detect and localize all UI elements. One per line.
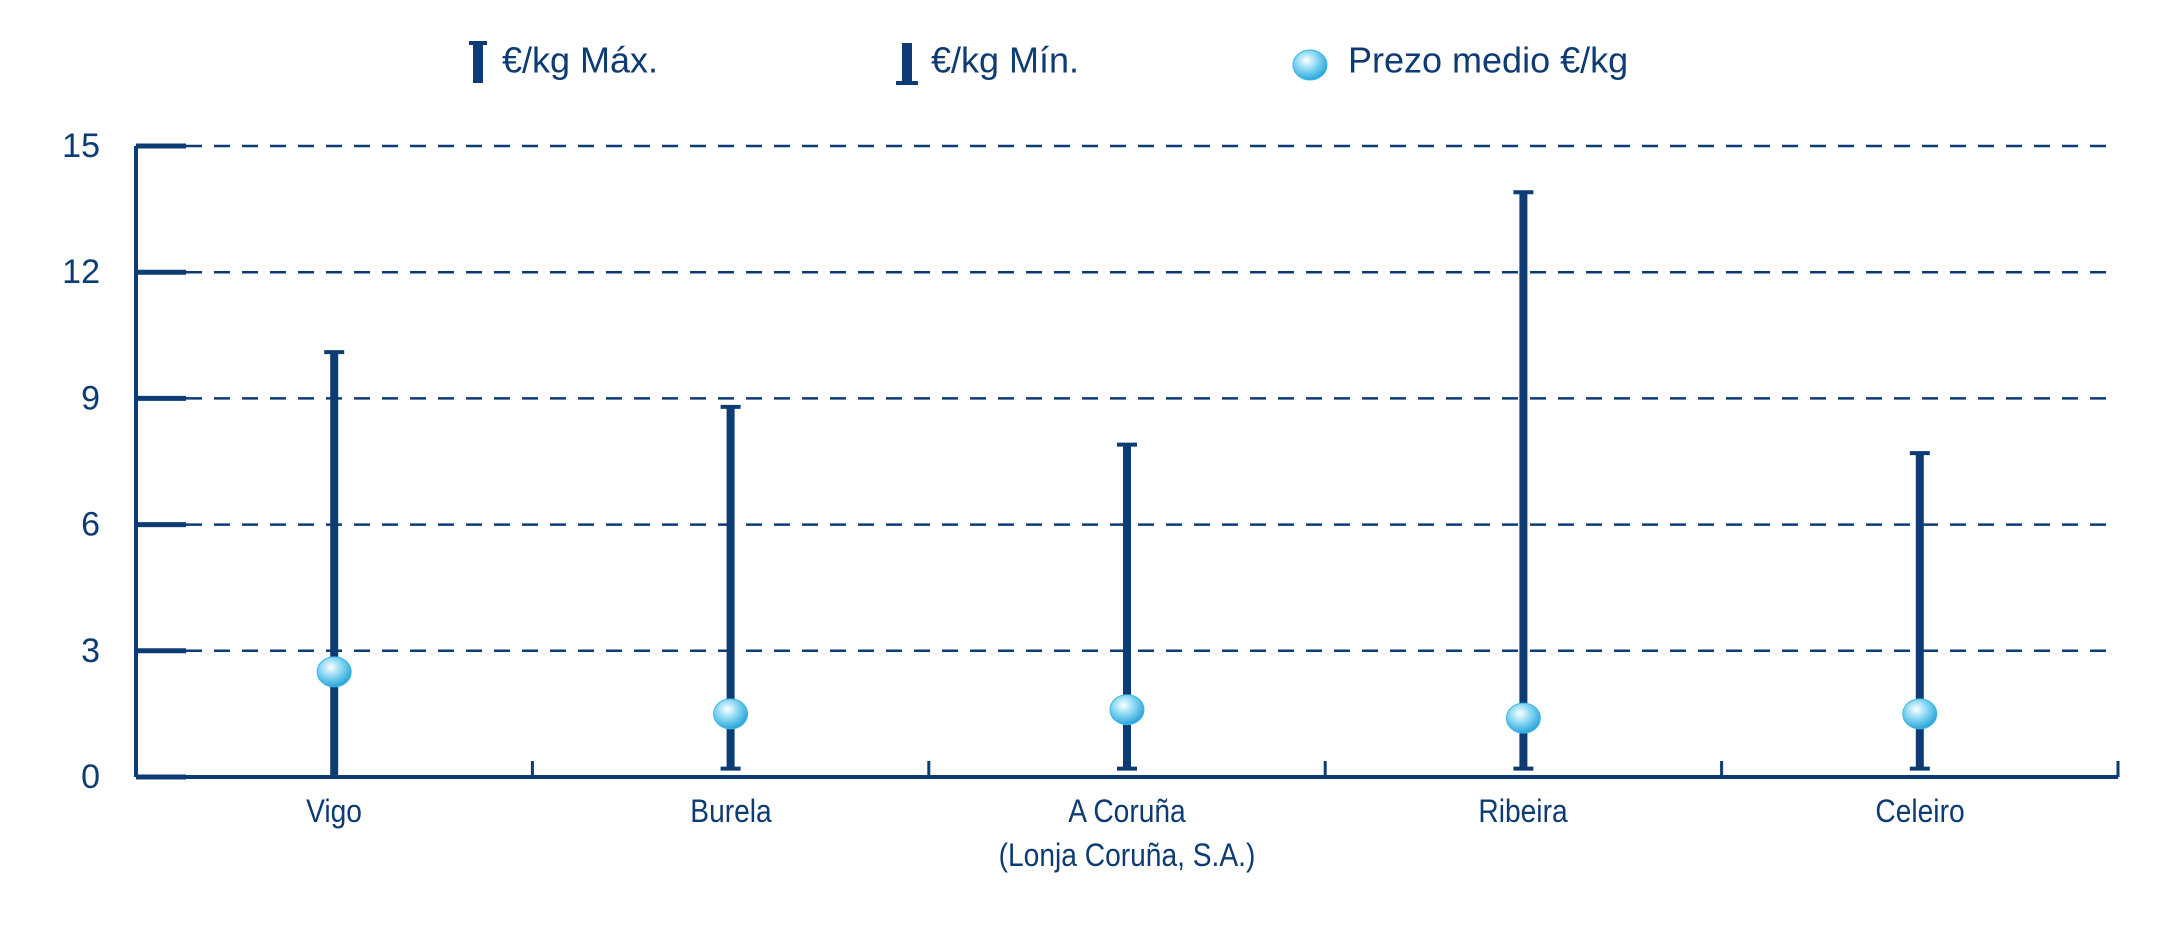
y-tick-label: 6 — [81, 506, 100, 544]
mean-marker — [316, 656, 352, 688]
x-tick-label: Vigo — [306, 793, 363, 829]
x-tick-label: A Coruña (Lonja Coruña, S.A.) — [998, 793, 1256, 873]
x-tick-label: Celeiro — [1875, 793, 1965, 829]
y-tick-label: 3 — [81, 632, 100, 670]
mean-marker — [1505, 702, 1541, 734]
legend-label: Prezo medio €/kg — [1348, 40, 1628, 81]
legend-label: €/kg Mín. — [931, 40, 1079, 81]
legend-label: €/kg Máx. — [502, 40, 658, 81]
y-tick-label: 15 — [62, 127, 100, 165]
y-tick-label: 12 — [62, 253, 100, 291]
y-tick-label: 9 — [81, 379, 100, 417]
mean-marker — [1109, 694, 1145, 726]
mean-marker — [1902, 698, 1938, 730]
x-tick-label: Ribeira — [1478, 793, 1568, 829]
x-tick-label: Burela — [689, 793, 772, 829]
legend-icon — [1292, 49, 1328, 81]
y-tick-label: 0 — [81, 758, 100, 796]
mean-marker — [713, 698, 749, 730]
